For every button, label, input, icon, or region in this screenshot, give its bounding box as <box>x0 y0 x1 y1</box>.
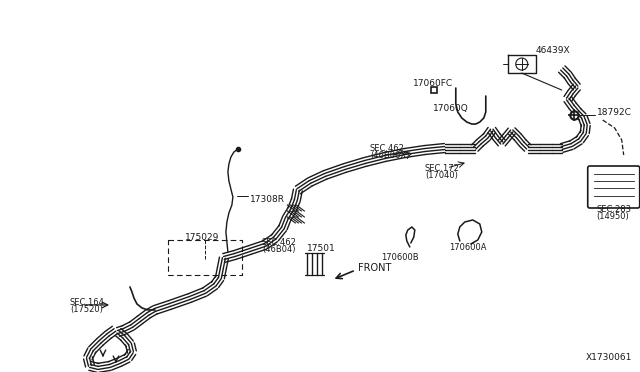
Text: 46439X: 46439X <box>536 45 570 55</box>
Text: 17060FC: 17060FC <box>413 78 453 87</box>
Text: SEC.164: SEC.164 <box>70 298 105 307</box>
Text: FRONT: FRONT <box>358 263 391 273</box>
Text: (17520): (17520) <box>70 305 103 314</box>
Text: (46B06X): (46B06X) <box>370 151 409 160</box>
Text: SEC.172: SEC.172 <box>425 164 460 173</box>
Text: 17060Q: 17060Q <box>433 103 468 113</box>
Text: 170600A: 170600A <box>449 243 486 253</box>
Text: (46B04): (46B04) <box>262 246 296 254</box>
Text: (14950): (14950) <box>596 212 630 221</box>
Text: 170600B: 170600B <box>381 253 419 263</box>
Text: 17308R: 17308R <box>250 196 285 205</box>
Text: (17040): (17040) <box>425 170 458 180</box>
Text: X1730061: X1730061 <box>586 353 632 362</box>
Text: SEC.283: SEC.283 <box>596 205 632 215</box>
FancyBboxPatch shape <box>588 166 640 208</box>
Text: SEC.462: SEC.462 <box>262 238 297 247</box>
Text: 175029: 175029 <box>185 234 220 243</box>
Text: SEC.462: SEC.462 <box>370 144 404 153</box>
Text: 18792C: 18792C <box>596 108 632 116</box>
Text: 17501: 17501 <box>307 244 335 253</box>
